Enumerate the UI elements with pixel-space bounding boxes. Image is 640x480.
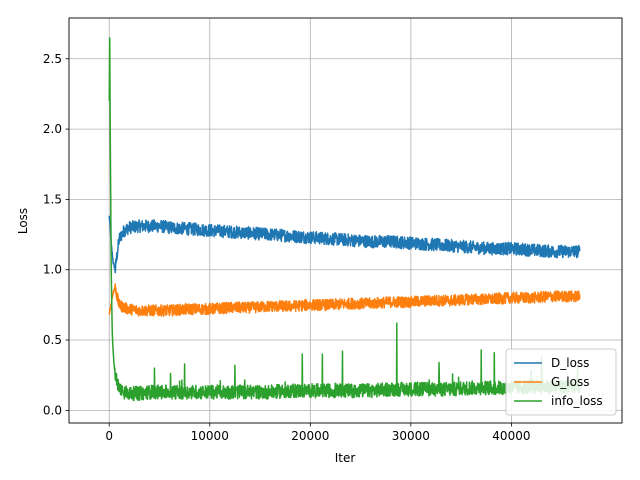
x-tick-label: 0 xyxy=(105,429,113,443)
legend-label-D-loss: D_loss xyxy=(551,356,589,370)
y-tick-label: 1.5 xyxy=(43,192,62,206)
y-tick-label: 1.0 xyxy=(43,263,62,277)
y-axis-label: Loss xyxy=(16,208,30,234)
legend: D_loss G_loss info_loss xyxy=(505,348,617,416)
y-tick-label: 0.5 xyxy=(43,333,62,347)
y-tick-label: 2.5 xyxy=(43,52,62,66)
x-tick-label: 30000 xyxy=(392,429,430,443)
series-line-G-loss xyxy=(108,283,581,317)
plot-area xyxy=(108,37,581,402)
x-axis: 0 10000 20000 30000 40000 xyxy=(105,423,530,443)
axes-frame xyxy=(68,17,623,424)
y-tick-label: 2.0 xyxy=(43,122,62,136)
x-tick-label: 10000 xyxy=(191,429,229,443)
grid xyxy=(69,18,622,423)
legend-box xyxy=(505,348,617,416)
x-axis-label: Iter xyxy=(335,451,356,465)
series-line-info-loss xyxy=(108,37,581,402)
x-tick-label: 20000 xyxy=(291,429,329,443)
x-tick-label: 40000 xyxy=(492,429,530,443)
legend-label-G-loss: G_loss xyxy=(551,375,589,389)
legend-label-info-loss: info_loss xyxy=(551,394,603,408)
y-tick-label: 0.0 xyxy=(43,403,62,417)
series-line-D-loss xyxy=(108,215,581,274)
y-axis: 0.0 0.5 1.0 1.5 2.0 2.5 xyxy=(43,52,69,417)
